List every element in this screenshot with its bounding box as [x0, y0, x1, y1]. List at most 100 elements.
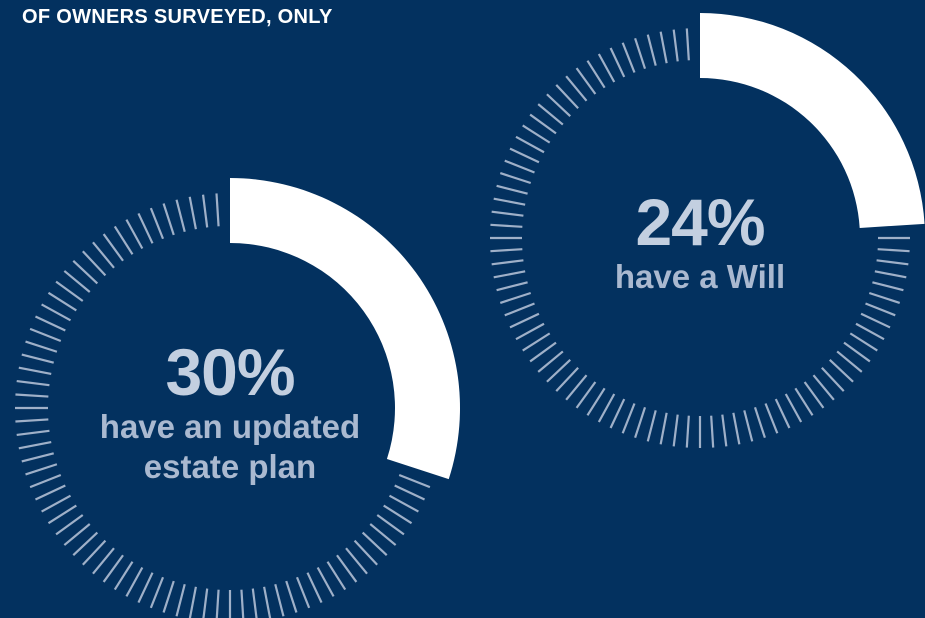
track-tick	[874, 270, 907, 279]
track-tick	[162, 203, 175, 236]
track-tick	[868, 291, 901, 304]
track-tick	[113, 225, 134, 255]
track-tick	[496, 281, 528, 292]
track-tick	[493, 270, 526, 279]
track-tick	[25, 340, 58, 353]
track-tick	[753, 406, 766, 439]
track-tick	[621, 403, 636, 434]
track-tick	[504, 302, 535, 317]
track-tick	[829, 359, 854, 383]
track-tick	[149, 576, 165, 609]
track-tick	[529, 341, 557, 363]
gauge-label: have a Will	[614, 258, 786, 295]
track-tick	[125, 219, 144, 250]
track-tick	[92, 241, 115, 269]
track-tick	[860, 312, 891, 329]
value-label: 24%	[635, 185, 765, 259]
track-tick	[685, 415, 690, 448]
track-tick	[55, 280, 84, 302]
track-tick	[102, 233, 124, 262]
track-tick	[710, 415, 715, 448]
track-tick	[499, 291, 532, 304]
gauge-arc	[700, 13, 925, 228]
gauge-arc	[230, 178, 460, 480]
track-tick	[162, 580, 175, 613]
track-tick	[597, 53, 616, 83]
track-tick	[82, 250, 107, 277]
track-tick	[509, 312, 540, 329]
track-tick	[646, 410, 657, 442]
track-tick	[499, 172, 532, 185]
track-tick	[29, 473, 62, 489]
track-tick	[522, 124, 551, 144]
track-tick	[29, 327, 62, 343]
track-tick	[872, 281, 904, 292]
track-tick	[202, 588, 209, 618]
track-tick	[361, 531, 388, 556]
track-tick	[34, 484, 66, 501]
track-tick	[621, 42, 636, 73]
track-tick	[509, 147, 540, 164]
track-tick	[188, 196, 197, 230]
track-tick	[63, 270, 91, 293]
track-tick	[251, 588, 258, 618]
track-tick	[496, 184, 528, 195]
track-tick	[137, 572, 154, 604]
track-tick	[125, 566, 144, 597]
track-tick	[672, 29, 679, 62]
track-tick	[345, 547, 368, 575]
track-tick	[376, 514, 405, 536]
track-tick	[175, 199, 186, 232]
track-tick	[113, 561, 134, 591]
track-tick	[672, 414, 679, 447]
track-tick	[721, 414, 728, 447]
track-tick	[369, 523, 397, 546]
track-tick	[774, 398, 791, 429]
track-tick	[215, 589, 220, 618]
track-tick	[546, 93, 571, 117]
track-tick	[855, 322, 885, 341]
track-tick	[565, 374, 588, 401]
track-tick	[34, 315, 66, 332]
track-tick	[394, 484, 426, 501]
track-tick	[47, 291, 77, 312]
track-tick	[72, 260, 99, 285]
track-tick	[490, 248, 523, 253]
track-tick	[16, 429, 50, 437]
track-tick	[646, 34, 657, 66]
track-tick	[732, 412, 741, 445]
track-tick	[16, 379, 50, 387]
track-tick	[491, 259, 524, 266]
track-tick	[586, 387, 606, 416]
track-tick	[634, 37, 647, 70]
track-tick	[295, 576, 311, 609]
track-tick	[41, 303, 72, 322]
track-tick	[326, 561, 347, 591]
track-tick	[515, 322, 545, 341]
track-tick	[609, 47, 626, 78]
track-tick	[865, 302, 896, 317]
track-tick	[306, 572, 323, 604]
track-tick	[137, 212, 154, 244]
track-tick	[784, 393, 803, 423]
track-tick	[537, 350, 564, 373]
track-tick	[25, 463, 58, 476]
track-tick	[63, 523, 91, 546]
title: OF OWNERS SURVEYED, ONLY	[22, 6, 333, 28]
track-tick	[685, 28, 690, 61]
track-tick	[575, 381, 597, 409]
track-tick	[659, 412, 668, 445]
track-tick	[274, 584, 285, 617]
track-tick	[529, 113, 557, 135]
track-tick	[72, 531, 99, 556]
track-tick	[21, 353, 54, 364]
track-tick	[285, 580, 298, 613]
track-tick	[102, 554, 124, 583]
track-tick	[849, 332, 878, 352]
track-tick	[575, 67, 597, 95]
track-tick	[565, 75, 588, 102]
track-tick	[175, 584, 186, 617]
track-tick	[609, 398, 626, 429]
track-tick	[18, 366, 52, 375]
track-tick	[149, 207, 165, 240]
